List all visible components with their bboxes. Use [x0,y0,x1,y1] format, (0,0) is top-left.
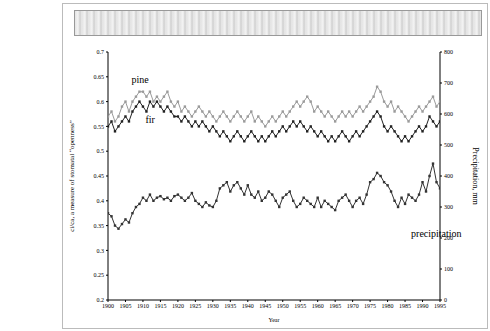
svg-text:1915: 1915 [154,303,166,309]
svg-text:Year: Year [268,317,279,323]
svg-text:0.25: 0.25 [94,272,105,278]
svg-text:fir: fir [145,114,155,125]
svg-text:1985: 1985 [399,303,411,309]
svg-text:1980: 1980 [382,303,394,309]
svg-text:100: 100 [444,266,453,272]
svg-text:0.45: 0.45 [94,173,105,179]
svg-text:1910: 1910 [137,303,149,309]
svg-text:1955: 1955 [294,303,306,309]
svg-text:600: 600 [444,111,453,117]
svg-text:0.55: 0.55 [94,124,105,130]
svg-text:1950: 1950 [277,303,289,309]
svg-text:1940: 1940 [242,303,254,309]
svg-text:0.5: 0.5 [97,148,105,154]
svg-text:1905: 1905 [119,303,131,309]
svg-text:1945: 1945 [259,303,271,309]
svg-text:1960: 1960 [312,303,324,309]
svg-text:precipitation: precipitation [411,228,462,239]
svg-text:400: 400 [444,173,453,179]
svg-text:ci/ca, a measure of stomatal “: ci/ca, a measure of stomatal “openness” [68,120,76,232]
svg-text:0.7: 0.7 [97,49,105,55]
svg-text:800: 800 [444,49,453,55]
svg-text:0.2: 0.2 [97,297,105,303]
svg-text:1900: 1900 [102,303,114,309]
svg-text:1990: 1990 [417,303,429,309]
svg-text:0.65: 0.65 [94,74,105,80]
svg-text:1965: 1965 [329,303,341,309]
svg-text:500: 500 [444,142,453,148]
svg-text:pine: pine [131,74,149,85]
svg-text:0.4: 0.4 [97,198,105,204]
svg-text:700: 700 [444,80,453,86]
svg-text:1935: 1935 [224,303,236,309]
svg-text:1970: 1970 [347,303,359,309]
svg-text:Precipitation, mm: Precipitation, mm [471,147,480,205]
svg-text:0.35: 0.35 [94,223,105,229]
svg-text:1995: 1995 [434,303,446,309]
svg-text:300: 300 [444,204,453,210]
svg-text:0.3: 0.3 [97,248,105,254]
svg-text:1920: 1920 [172,303,184,309]
svg-text:0: 0 [444,297,447,303]
svg-text:1925: 1925 [189,303,201,309]
svg-text:0.6: 0.6 [97,99,105,105]
svg-text:1975: 1975 [364,303,376,309]
svg-text:1930: 1930 [207,303,219,309]
